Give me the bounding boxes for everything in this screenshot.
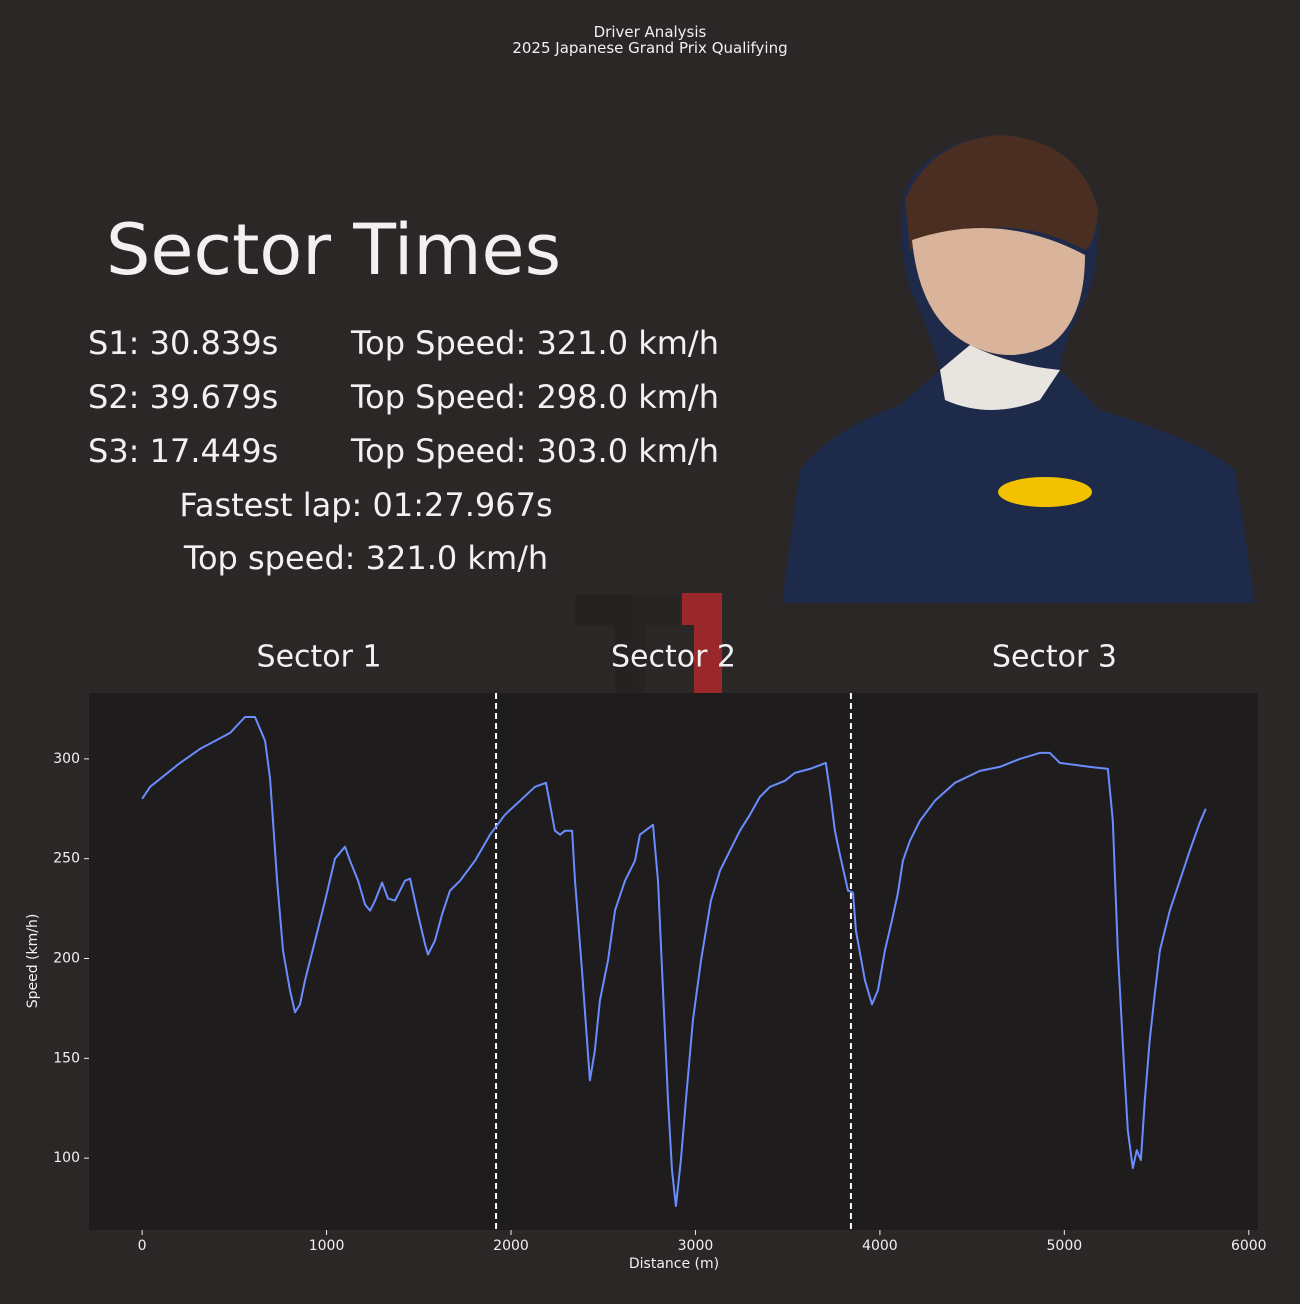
driver-photo xyxy=(782,135,1255,603)
page-title: Driver Analysis xyxy=(594,23,707,41)
fastest-lap: Fastest lap: 01:27.967s xyxy=(179,486,552,524)
driver-collar xyxy=(940,345,1060,410)
y-tick-label: 250 xyxy=(53,851,80,867)
sector-rows: S1: 30.839s Top Speed: 321.0 km/h S2: 39.6… xyxy=(88,324,719,470)
plot-area xyxy=(89,693,1258,1230)
sector-top-speed: Top Speed: 303.0 km/h xyxy=(350,432,719,470)
top-speed: Top speed: 321.0 km/h xyxy=(183,539,548,577)
sector-time: S3: 17.449s xyxy=(88,432,278,470)
x-tick-label: 6000 xyxy=(1231,1238,1267,1254)
sector-time: S2: 39.679s xyxy=(88,378,278,416)
sector-times-heading: Sector Times xyxy=(106,209,561,291)
page-subtitle: 2025 Japanese Grand Prix Qualifying xyxy=(512,39,787,57)
driver-face xyxy=(912,228,1085,355)
y-tick-label: 200 xyxy=(53,951,80,967)
y-tick-label: 300 xyxy=(53,751,80,767)
y-tick-label: 100 xyxy=(53,1150,80,1166)
x-tick-label: 5000 xyxy=(1047,1238,1083,1254)
y-axis-label: Speed (km/h) xyxy=(25,914,41,1009)
sector-label: Sector 1 xyxy=(257,640,382,675)
speed-line xyxy=(141,716,1207,1207)
sector-time: S1: 30.839s xyxy=(88,324,278,362)
x-tick-label: 2000 xyxy=(493,1238,529,1254)
x-tick-label: 4000 xyxy=(862,1238,898,1254)
watermark-f xyxy=(575,595,680,708)
driver-hair xyxy=(905,135,1098,250)
f1-watermark xyxy=(575,593,722,708)
x-tick-label: 0 xyxy=(138,1238,147,1254)
sponsor-patch xyxy=(998,477,1092,507)
x-tick-label: 3000 xyxy=(678,1238,714,1254)
watermark-one xyxy=(682,593,722,708)
x-tick-label: 1000 xyxy=(309,1238,345,1254)
sector-top-speed: Top Speed: 321.0 km/h xyxy=(350,324,719,362)
y-tick-label: 150 xyxy=(53,1050,80,1066)
sector-label: Sector 2 xyxy=(611,640,736,675)
sector-label: Sector 3 xyxy=(992,640,1117,675)
sector-top-speed: Top Speed: 298.0 km/h xyxy=(350,378,719,416)
x-axis-label: Distance (m) xyxy=(629,1256,719,1272)
